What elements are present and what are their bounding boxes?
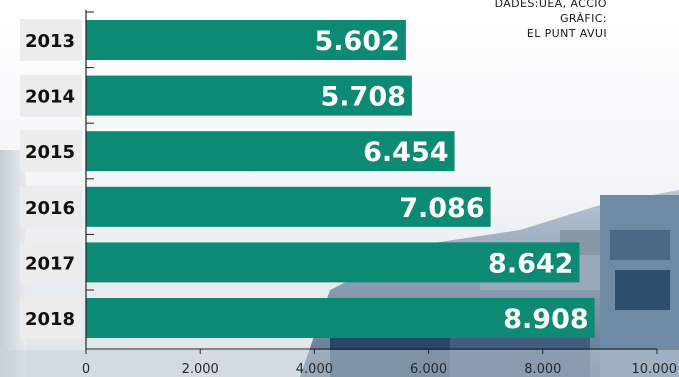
bar	[86, 20, 406, 60]
source-line-3: EL PUNT AVUI	[526, 27, 607, 40]
x-tick-label: 6.000	[410, 362, 447, 377]
category-label-box	[20, 297, 82, 339]
category-label: 2018	[25, 309, 75, 330]
x-axis: 0 2.000 4.000 6.000 8.000 10.000	[82, 10, 677, 377]
bar-value-label: 5.602	[314, 26, 399, 57]
source-credit: DADES:UEA, ACCIÓ GRÀFIC: EL PUNT AVUI	[495, 0, 607, 41]
source-line-2: GRÀFIC:	[559, 12, 607, 25]
category-label: 2015	[25, 142, 75, 163]
bar	[86, 242, 580, 283]
bar-value-label: 8.908	[503, 304, 588, 335]
category-label-box	[20, 74, 82, 117]
bar	[86, 131, 455, 172]
category-label: 2017	[25, 253, 75, 274]
bar	[86, 75, 412, 116]
bar	[86, 298, 595, 338]
source-line-1: DADES:UEA, ACCIÓ	[494, 0, 607, 10]
category-label: 2013	[25, 31, 75, 52]
bar-value-label: 7.086	[399, 193, 484, 224]
bar-value-label: 6.454	[363, 137, 448, 168]
x-tick-label: 0	[82, 362, 90, 377]
category-label: 2014	[25, 87, 75, 108]
category-labels: 2013 2014 2015 2016 2017 2018	[20, 19, 82, 339]
category-label-box	[20, 241, 82, 284]
category-label-box	[20, 19, 82, 61]
category-label-box	[20, 130, 82, 173]
x-tick-label: 4.000	[296, 362, 333, 377]
bar-value-label: 8.642	[488, 248, 573, 279]
bar	[86, 186, 491, 227]
bar-value-label: 5.708	[321, 82, 406, 113]
x-tick-label: 10.000	[632, 362, 678, 377]
x-tick-label: 8.000	[524, 362, 561, 377]
category-label-box	[20, 185, 82, 228]
category-label: 2016	[25, 198, 75, 219]
x-tick-label: 2.000	[182, 362, 219, 377]
